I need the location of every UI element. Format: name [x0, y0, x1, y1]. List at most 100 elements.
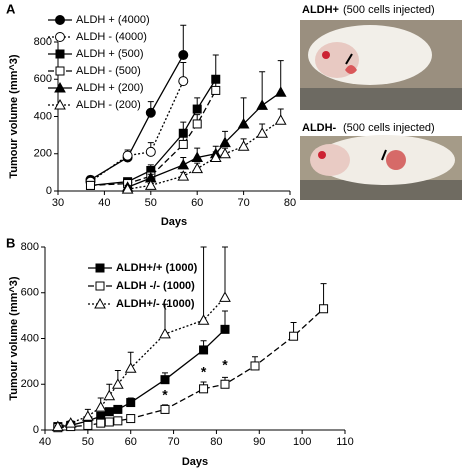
- legend-marker: [94, 297, 106, 309]
- series-line: [57, 296, 226, 428]
- photo: ALDH- (500 cells injected): [300, 122, 462, 200]
- x-tick-label: 60: [125, 436, 137, 448]
- x-tick-label: 80: [210, 436, 222, 448]
- marker: [145, 107, 156, 118]
- legend-label: ALDH+/- (1000): [116, 298, 195, 310]
- marker: [113, 416, 123, 426]
- x-tick-label: 50: [82, 436, 94, 448]
- legend-label: ALDH - (500): [76, 65, 141, 77]
- marker: [160, 375, 170, 385]
- error-bar: [222, 246, 228, 298]
- y-tick-label: 200: [34, 148, 52, 160]
- series-line: [90, 90, 217, 187]
- marker: [104, 417, 114, 427]
- photo: ALDH+ (500 cells injected): [300, 4, 462, 110]
- y-tick-label: 0: [33, 424, 39, 436]
- marker: [121, 183, 134, 194]
- marker: [103, 389, 116, 401]
- legend-marker: [54, 98, 66, 110]
- legend-marker: [55, 32, 65, 42]
- marker: [122, 150, 133, 161]
- marker: [274, 114, 287, 125]
- legend-label: ALDH+/+ (1000): [116, 262, 198, 274]
- photo-note: (500 cells injected): [343, 4, 435, 16]
- marker: [177, 158, 190, 170]
- photo-label: ALDH+: [302, 4, 339, 16]
- x-tick-label: 40: [39, 436, 51, 448]
- series-line: [90, 54, 184, 181]
- marker: [220, 379, 230, 389]
- legend-label: ALDH + (200): [76, 82, 144, 94]
- marker: [178, 128, 188, 138]
- legend-marker: [55, 49, 65, 59]
- marker: [113, 404, 123, 414]
- marker: [219, 291, 231, 302]
- marker: [177, 170, 190, 181]
- marker: [159, 327, 171, 339]
- legend-label: ALDH -/- (1000): [116, 280, 195, 292]
- marker: [85, 180, 95, 190]
- marker: [220, 324, 230, 334]
- marker: [145, 146, 156, 157]
- series-line: [90, 80, 184, 183]
- marker: [160, 404, 170, 414]
- marker: [112, 378, 124, 389]
- legend-label: ALDH - (4000): [76, 31, 147, 43]
- marker: [197, 314, 210, 325]
- marker: [192, 104, 202, 114]
- marker: [82, 410, 94, 421]
- error-bar: [200, 246, 207, 321]
- legend-label: ALDH - (200): [76, 99, 141, 111]
- marker: [250, 361, 260, 371]
- marker: [124, 362, 137, 373]
- marker: [192, 119, 202, 129]
- marker: [126, 398, 136, 408]
- x-tick-label: 100: [293, 436, 311, 448]
- marker: [209, 151, 222, 162]
- photo-label: ALDH-: [302, 122, 337, 134]
- legend-label: ALDH + (4000): [76, 14, 150, 26]
- x-tick-label: 110: [336, 436, 354, 448]
- marker: [144, 179, 157, 190]
- y-tick-label: 800: [21, 241, 39, 253]
- x-tick-label: 70: [237, 197, 249, 209]
- marker: [52, 420, 64, 432]
- photo-note: (500 cells injected): [343, 122, 435, 134]
- marker: [104, 407, 114, 417]
- x-tick-label: 80: [284, 197, 296, 209]
- marker: [256, 127, 269, 138]
- panel-label: A: [6, 1, 16, 16]
- marker: [289, 331, 299, 341]
- marker: [199, 345, 209, 355]
- marker: [256, 99, 269, 110]
- marker: [274, 86, 287, 97]
- marker: [319, 304, 329, 314]
- marker: [94, 401, 107, 412]
- x-tick-label: 50: [145, 197, 157, 209]
- x-tick-label: 30: [52, 197, 64, 209]
- legend-marker: [95, 263, 105, 273]
- annotation: *: [222, 357, 228, 373]
- marker: [126, 414, 136, 424]
- y-axis-label: Tumour volume (mm^3): [8, 276, 20, 401]
- panel-label: B: [6, 235, 15, 250]
- x-axis-label: Days: [182, 456, 208, 468]
- marker: [191, 162, 204, 174]
- y-axis-label: Tumour volume (mm^3): [8, 54, 20, 179]
- marker: [178, 139, 188, 149]
- legend-marker: [95, 281, 105, 291]
- y-tick-label: 800: [34, 36, 52, 48]
- y-tick-label: 600: [21, 287, 39, 299]
- marker: [219, 147, 231, 159]
- marker: [83, 420, 93, 430]
- legend-marker: [55, 15, 65, 25]
- y-tick-label: 400: [34, 110, 52, 122]
- marker: [211, 85, 221, 95]
- x-axis-label: Days: [161, 216, 187, 228]
- series-line: [90, 78, 217, 187]
- x-tick-label: 40: [98, 197, 110, 209]
- marker: [64, 417, 77, 428]
- annotation: *: [201, 364, 207, 380]
- legend-marker: [54, 81, 66, 93]
